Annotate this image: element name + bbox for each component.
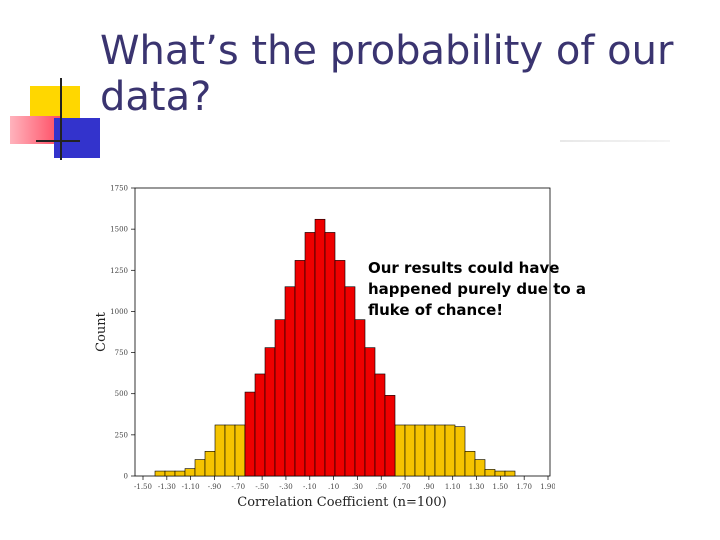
histogram-bar — [444, 424, 456, 477]
x-tick-label: 1.30 — [469, 483, 485, 491]
histogram-bar — [254, 373, 266, 477]
slide-title-line1: What’s the probability of our — [100, 28, 674, 74]
histogram-bar — [274, 319, 286, 477]
histogram-bar — [344, 286, 356, 477]
histogram-bar — [454, 426, 466, 477]
histogram-bar — [184, 468, 196, 477]
histogram-bar — [394, 424, 406, 477]
x-tick-label: -1.10 — [182, 483, 200, 491]
histogram-bar — [304, 232, 316, 477]
x-tick-label: 1.10 — [445, 483, 461, 491]
x-tick-label: 1.70 — [516, 483, 532, 491]
x-tick-label: -.30 — [279, 483, 293, 491]
x-tick-label: -.10 — [303, 483, 317, 491]
histogram-bar — [374, 373, 386, 477]
x-tick-label: .30 — [352, 483, 363, 491]
y-tick-label: 500 — [115, 390, 128, 398]
y-tick-label: 0 — [124, 473, 128, 481]
deco-vertical-line — [60, 78, 62, 160]
histogram-bar — [384, 395, 396, 477]
histogram-bar — [354, 319, 366, 477]
histogram-bar — [194, 459, 206, 477]
histogram-bar — [244, 391, 256, 477]
histogram-bar — [504, 470, 516, 477]
histogram-bar — [164, 470, 176, 477]
x-tick-label: -1.30 — [158, 483, 176, 491]
x-tick-label: -.70 — [232, 483, 246, 491]
histogram-bar — [284, 286, 296, 477]
histogram-bar — [404, 424, 416, 477]
histogram-bar — [424, 424, 436, 477]
y-tick-label: 250 — [115, 431, 128, 439]
histogram-bar — [234, 424, 246, 477]
histogram-bar — [314, 218, 326, 477]
x-axis-title: Correlation Coefficient (n=100) — [237, 495, 446, 510]
deco-horizontal-line — [36, 140, 80, 142]
slide-title-line2: data? — [100, 74, 212, 120]
histogram-bar — [154, 470, 166, 477]
callout-text: Our results could have happened purely d… — [368, 259, 587, 319]
histogram-bar — [464, 451, 476, 477]
histogram-bar — [204, 451, 216, 477]
y-tick-label: 750 — [115, 349, 128, 357]
histogram-bar — [224, 424, 236, 477]
y-axis-title: Count — [94, 311, 109, 352]
y-tick-label: 1250 — [110, 267, 128, 275]
x-tick-label: 1.90 — [540, 483, 555, 491]
histogram-bar — [494, 470, 506, 477]
histogram-bar — [324, 232, 336, 477]
x-tick-label: 1.50 — [493, 483, 509, 491]
histogram-bar — [334, 260, 346, 477]
x-tick-label: .10 — [328, 483, 339, 491]
x-tick-label: .90 — [423, 483, 434, 491]
histogram-bar — [264, 347, 276, 477]
title-underline — [560, 140, 670, 142]
histogram-chart: 0 250 500 750 1000 1250 1500 1750 -1.50 -1.30 -1.1… — [94, 185, 555, 511]
histogram-bar — [474, 459, 486, 477]
x-tick-label: .70 — [399, 483, 410, 491]
histogram-bar — [434, 424, 446, 477]
histogram-bar — [484, 469, 496, 477]
histogram-bar — [414, 424, 426, 477]
x-tick-label: -.50 — [255, 483, 269, 491]
histogram-bar — [174, 470, 186, 477]
histogram-bar — [364, 347, 376, 477]
slide-title: What’s the probability of our data? — [100, 28, 700, 120]
x-tick-label: -.90 — [208, 483, 222, 491]
x-tick-label: .50 — [376, 483, 387, 491]
histogram-bar — [294, 260, 306, 477]
histogram-bar — [214, 424, 226, 477]
y-tick-label: 1750 — [110, 185, 128, 193]
y-tick-label: 1000 — [110, 308, 128, 316]
x-tick-label: -1.50 — [134, 483, 152, 491]
deco-red-bar — [10, 116, 60, 144]
y-tick-label: 1500 — [110, 226, 128, 234]
